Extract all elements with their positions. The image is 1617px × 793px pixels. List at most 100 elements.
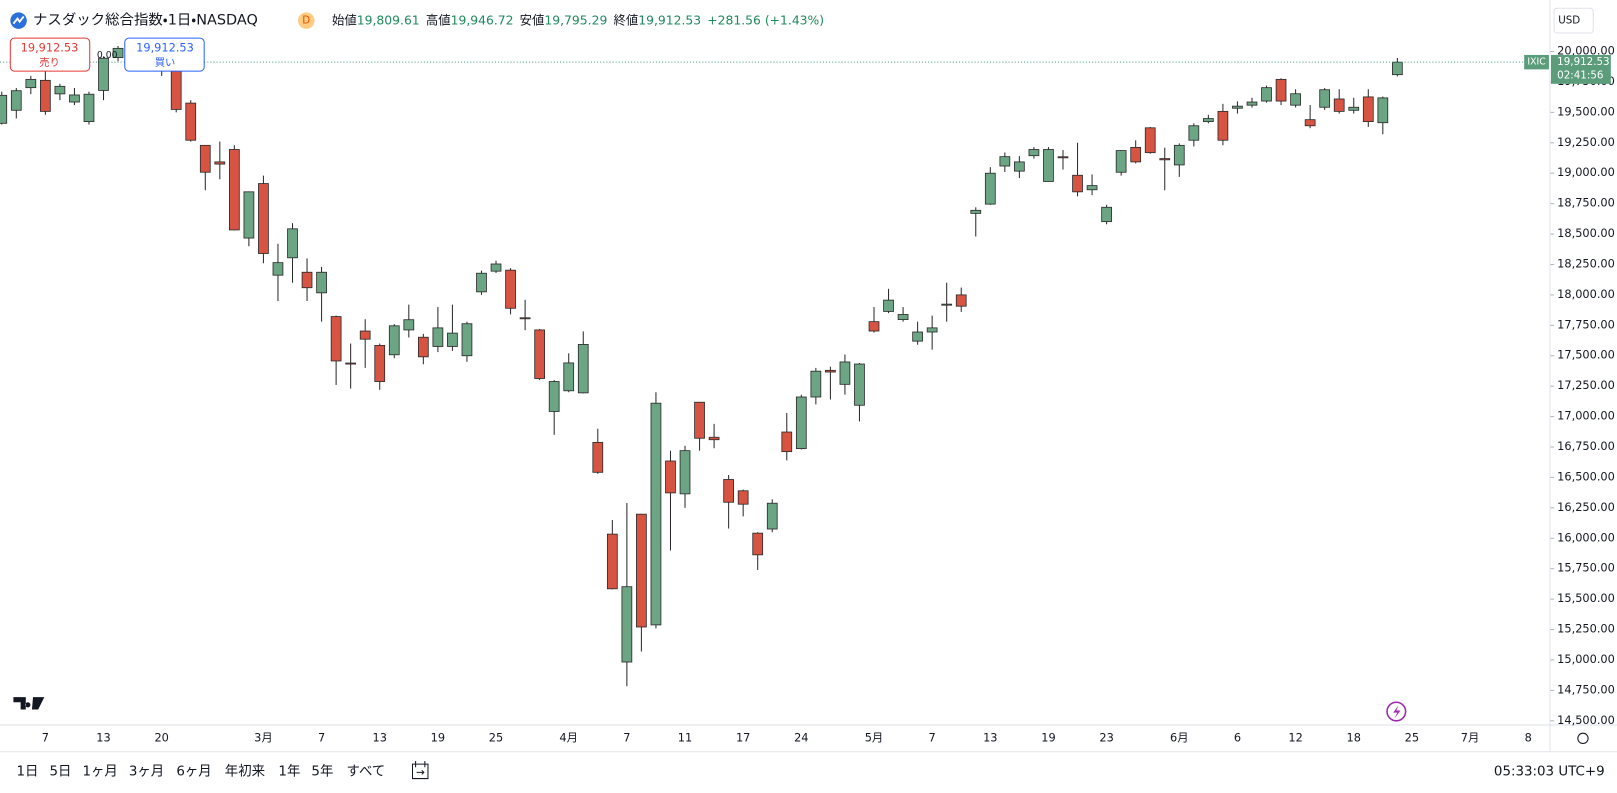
candle-body	[1130, 146, 1142, 163]
candle-body	[1159, 158, 1171, 161]
y-tick-label: 18,500.00	[1557, 226, 1615, 240]
buy-price[interactable]: 19,912.53	[136, 40, 194, 54]
range-button[interactable]: 年初来	[225, 763, 265, 779]
candle-body	[926, 327, 938, 333]
y-tick-label: 15,000.00	[1557, 652, 1615, 666]
candle-body	[476, 272, 487, 293]
y-tick-label: 16,250.00	[1557, 500, 1615, 514]
candle-body	[83, 93, 95, 123]
x-tick-label: 7	[42, 730, 49, 744]
candle-body	[403, 319, 415, 331]
settings-icon[interactable]	[1577, 732, 1589, 745]
buy-button[interactable]	[124, 37, 205, 72]
candle-body	[912, 331, 923, 342]
range-button[interactable]: 1年	[278, 763, 300, 779]
candle-body	[1377, 97, 1389, 124]
candle-body	[199, 144, 211, 173]
candle-body	[374, 344, 386, 382]
candle-body	[69, 94, 80, 103]
range-button[interactable]: 1日	[17, 764, 39, 779]
candle-body	[1217, 110, 1229, 141]
range-button[interactable]: 5日	[50, 764, 72, 779]
y-tick-label: 16,000.00	[1557, 530, 1615, 544]
y-tick-label: 20,000.00	[1557, 44, 1615, 58]
x-tick-label: 13	[96, 730, 110, 744]
open-label: 始値	[332, 12, 357, 27]
x-tick-label: 7	[318, 730, 325, 744]
candle-body	[1057, 156, 1069, 159]
buy-label[interactable]: 買い	[155, 57, 176, 69]
ohlc-legend: 始値19,809.61 高値19,946.72 安値19,795.29 終値19,91…	[332, 12, 824, 27]
x-tick-label: 25	[489, 730, 503, 744]
candle-body	[621, 586, 633, 663]
candle-body	[505, 269, 516, 309]
range-button[interactable]: 6ヶ月	[176, 764, 211, 779]
x-tick-label: 8	[1525, 730, 1532, 744]
candle-body	[1275, 78, 1287, 102]
candle-body	[243, 191, 255, 239]
candle-body	[214, 161, 226, 165]
candle-body	[25, 78, 37, 89]
x-tick-label: 6	[1234, 730, 1241, 744]
x-tick-label: 20	[154, 730, 168, 744]
candle-body	[636, 513, 647, 628]
candle-body	[883, 299, 894, 312]
candle-body	[984, 172, 996, 205]
y-tick-label: 17,250.00	[1557, 378, 1615, 392]
range-button[interactable]: すべて	[347, 763, 386, 779]
candle-body	[316, 271, 327, 294]
close-label: 終値	[614, 12, 639, 27]
candle-body	[650, 402, 662, 626]
sell-label[interactable]: 売り	[39, 56, 60, 69]
x-tick-label: 19	[431, 730, 445, 744]
range-button[interactable]: 1ヶ月	[83, 764, 118, 779]
symbol-icon-glyph	[12, 15, 25, 25]
sell-button[interactable]	[9, 37, 91, 72]
candle-body	[1261, 87, 1272, 102]
candle-body	[228, 149, 240, 231]
currency-button[interactable]	[1553, 7, 1594, 34]
date-range-icon[interactable]	[411, 761, 429, 780]
candle-body	[795, 396, 807, 449]
candle-body	[577, 344, 589, 394]
x-tick-label: 7	[929, 730, 936, 744]
y-tick-label: 15,750.00	[1557, 561, 1615, 575]
candle-body	[1290, 93, 1301, 106]
candle-body	[723, 479, 734, 503]
open-value: 19,809.61	[357, 13, 420, 27]
candle-body	[839, 361, 851, 385]
candle-body	[98, 57, 109, 91]
candle-body	[694, 401, 705, 439]
price-tag-symbol-bg	[1524, 54, 1549, 70]
candle-body	[606, 533, 618, 590]
candle-body	[359, 330, 371, 340]
candle-body	[999, 156, 1011, 167]
x-tick-label: 17	[736, 730, 750, 744]
candle-body	[1333, 98, 1345, 112]
candle-body	[40, 79, 51, 112]
candle-body	[1362, 96, 1374, 123]
candle-body	[854, 363, 865, 406]
candle-body	[258, 183, 269, 254]
x-tick-label: 23	[1099, 730, 1113, 744]
candle-body	[1203, 118, 1214, 123]
candle-body	[417, 336, 429, 358]
candle-body	[272, 262, 284, 276]
candle-body	[708, 436, 720, 441]
candle-body	[955, 294, 967, 307]
x-tick-label: 3月	[254, 730, 273, 744]
candle-body	[388, 325, 400, 356]
candle-body	[54, 85, 66, 95]
range-button[interactable]: 5年	[311, 763, 333, 779]
range-button[interactable]: 3ヶ月	[129, 764, 164, 779]
y-tick-label: 19,250.00	[1557, 135, 1615, 149]
clock[interactable]: 05:33:03 UTC+9	[1494, 764, 1605, 779]
symbol-title[interactable]: ナスダック総合指数・1日・NASDAQ	[33, 12, 258, 29]
candle-body	[679, 450, 691, 495]
candle-body	[1319, 89, 1331, 108]
currency[interactable]: USD	[1558, 15, 1580, 27]
sell-price[interactable]: 19,912.53	[21, 40, 79, 54]
candle-body	[0, 94, 8, 124]
